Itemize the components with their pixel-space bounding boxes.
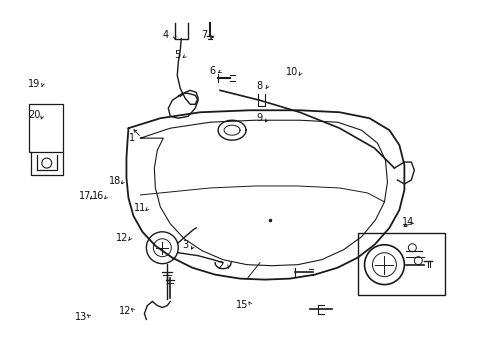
Bar (357, 233, 444, 294)
Text: 15: 15 (235, 300, 248, 310)
Circle shape (41, 158, 52, 168)
Text: 9: 9 (256, 113, 262, 123)
Text: 17: 17 (79, 191, 91, 201)
Text: 8: 8 (256, 81, 262, 91)
Circle shape (364, 245, 404, 285)
Text: 3: 3 (182, 240, 188, 250)
Circle shape (407, 244, 415, 252)
Text: 18: 18 (109, 176, 122, 186)
Circle shape (146, 232, 178, 264)
Text: 11: 11 (133, 203, 145, 213)
Text: 14: 14 (401, 217, 413, 227)
Text: 5: 5 (174, 50, 180, 60)
Circle shape (413, 257, 422, 265)
Text: 4: 4 (162, 30, 168, 40)
Text: 7: 7 (201, 30, 207, 40)
Text: 20: 20 (28, 110, 40, 120)
Text: 13: 13 (75, 312, 87, 322)
Text: 2: 2 (217, 261, 223, 271)
Text: 1: 1 (129, 133, 135, 143)
Circle shape (372, 253, 396, 276)
Text: 12: 12 (119, 306, 131, 316)
Text: 16: 16 (92, 191, 104, 201)
Text: 12: 12 (115, 233, 128, 243)
Text: 10: 10 (285, 67, 298, 77)
Text: 6: 6 (209, 66, 216, 76)
Circle shape (153, 239, 171, 257)
Bar (29, 104, 62, 152)
Text: 19: 19 (28, 79, 40, 89)
